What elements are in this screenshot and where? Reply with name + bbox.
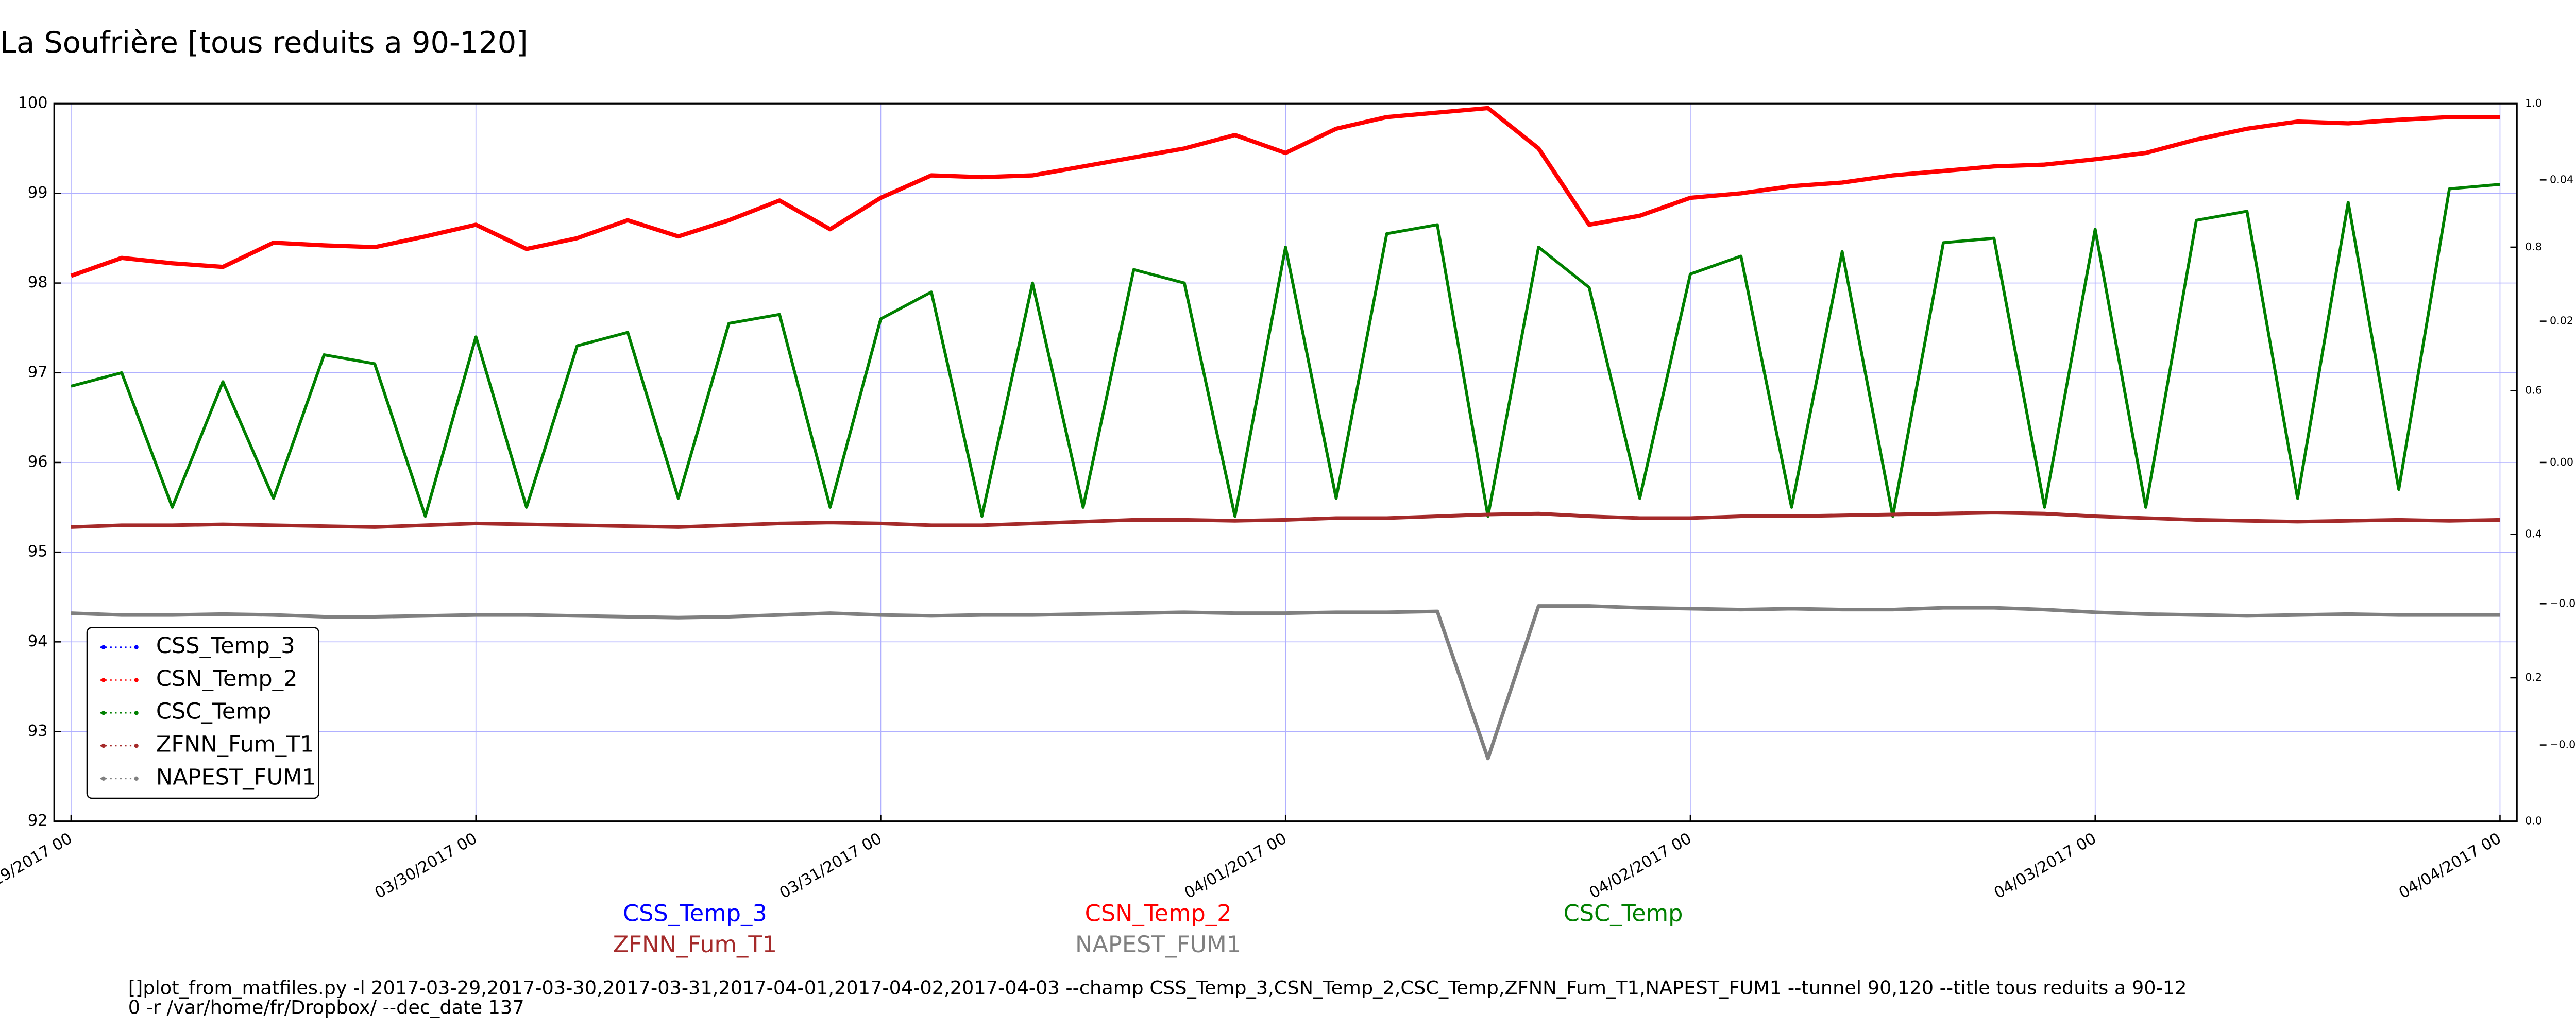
legend-marker [101, 776, 106, 781]
x-tick-label: 03/29/2017 00 [0, 830, 75, 903]
x-tick-label: 04/03/2017 00 [1991, 830, 2099, 903]
series-name-label: CSC_Temp [1564, 900, 1683, 926]
y3-tick-label: 0.00 [2550, 456, 2573, 468]
legend-label: CSC_Temp [156, 699, 272, 725]
y2-tick-label: 0.2 [2525, 671, 2542, 683]
y-tick-label: 93 [28, 722, 48, 740]
x-tick-label: 04/01/2017 00 [1181, 830, 1290, 903]
y3-tick-label: 0.04 [2550, 173, 2573, 185]
legend-box [86, 627, 319, 799]
y-tick-label: 95 [28, 543, 48, 561]
y-tick-label: 97 [28, 363, 48, 381]
footer-line: []plot_from_matfiles.py -l 2017-03-29,20… [128, 976, 2187, 999]
legend-label: ZFNN_Fum_T1 [156, 732, 314, 758]
y2-tick-label: 0.6 [2525, 384, 2542, 397]
legend-marker [134, 645, 139, 649]
series-line [70, 106, 2500, 278]
legend-marker [134, 743, 139, 748]
y3-tick-label: −0.04 [2550, 739, 2576, 751]
series-name-label: NAPEST_FUM1 [1075, 931, 1241, 958]
legend-marker [134, 711, 139, 715]
y-tick-label: 92 [28, 812, 48, 830]
y3-tick-label: −0.02 [2550, 597, 2576, 609]
y2-tick-label: 1.0 [2525, 97, 2542, 109]
legend-marker [134, 776, 139, 781]
series-name-label: CSN_Temp_2 [1085, 900, 1232, 926]
y3-tick-label: 0.02 [2550, 315, 2573, 327]
series-line [71, 510, 2500, 529]
legend-marker [101, 711, 106, 715]
legend-marker [101, 678, 106, 682]
y2-tick-label: 0.8 [2525, 241, 2542, 253]
x-tick-label: 04/02/2017 00 [1586, 830, 1694, 903]
legend-marker [101, 645, 106, 649]
y-tick-label: 94 [28, 632, 48, 650]
legend-marker [134, 678, 139, 682]
y2-tick-label: 0.0 [2525, 815, 2542, 827]
legend-marker [101, 743, 106, 748]
series-name-label: CSS_Temp_3 [623, 900, 767, 926]
y-tick-label: 99 [28, 184, 48, 202]
series-line [71, 604, 2500, 761]
y-tick-label: 98 [28, 273, 48, 291]
legend-label: CSN_Temp_2 [156, 666, 298, 692]
y2-tick-label: 0.4 [2525, 527, 2542, 540]
y-tick-label: 100 [18, 94, 48, 112]
legend-label: NAPEST_FUM1 [156, 764, 316, 790]
y-tick-label: 96 [28, 453, 48, 471]
x-tick-label: 04/04/2017 00 [2396, 830, 2504, 903]
x-tick-label: 03/30/2017 00 [372, 830, 480, 903]
plot-frame [53, 102, 2518, 822]
chart-title: La Soufrière [tous reduits a 90-120] [0, 25, 528, 60]
x-tick-label: 03/31/2017 00 [776, 830, 885, 903]
footer-line: 0 -r /var/home/fr/Dropbox/ --dec_date 13… [128, 997, 524, 1019]
series-name-label: ZFNN_Fum_T1 [613, 931, 777, 958]
legend-label: CSS_Temp_3 [156, 633, 295, 659]
series-line [71, 183, 2500, 518]
